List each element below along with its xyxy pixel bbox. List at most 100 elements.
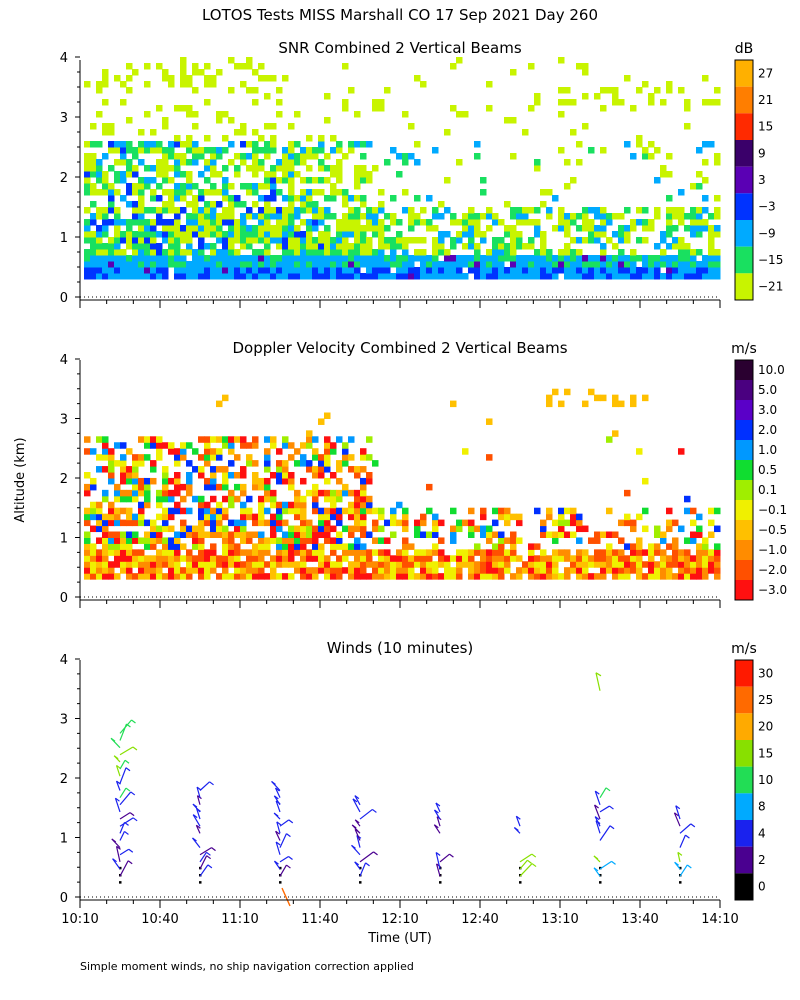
- snr-cell: [420, 207, 427, 214]
- snr-cell: [354, 237, 361, 244]
- snr-cell: [642, 81, 649, 88]
- colorbar-tick-label: 15: [758, 746, 773, 760]
- snr-cell: [150, 267, 157, 274]
- snr-cell: [570, 213, 577, 220]
- velocity-cell: [612, 561, 619, 568]
- velocity-cell: [240, 501, 247, 509]
- velocity-cell: [306, 537, 313, 544]
- velocity-cell: [582, 567, 589, 574]
- velocity-cell: [348, 531, 355, 538]
- snr-cell: [228, 231, 235, 238]
- velocity-cell: [204, 483, 211, 491]
- snr-cell: [126, 261, 133, 268]
- snr-cell: [654, 213, 661, 220]
- snr-cell: [570, 177, 577, 184]
- snr-cell: [144, 243, 151, 250]
- snr-cell: [114, 207, 121, 214]
- velocity-cell: [324, 477, 331, 485]
- wind-barb-flag: [273, 812, 279, 817]
- velocity-cell: [654, 549, 661, 556]
- snr-cell: [198, 231, 205, 238]
- snr-cell: [120, 231, 127, 238]
- velocity-cell: [390, 561, 397, 568]
- snr-cell: [192, 255, 199, 262]
- velocity-cell: [702, 573, 709, 580]
- velocity-cell: [618, 519, 625, 527]
- snr-cell: [372, 273, 379, 280]
- snr-cell: [90, 255, 97, 262]
- velocity-cell: [120, 489, 127, 497]
- snr-cell: [234, 63, 241, 70]
- colorbar-tick-label: 10.0: [758, 363, 785, 377]
- snr-cell: [210, 153, 217, 160]
- snr-cell: [714, 159, 721, 166]
- snr-cell: [672, 261, 679, 268]
- snr-cell: [438, 267, 445, 274]
- snr-cell: [312, 153, 319, 160]
- velocity-cell: [708, 549, 715, 556]
- snr-cell: [660, 171, 667, 178]
- snr-cell: [360, 273, 367, 280]
- snr-cell: [222, 111, 229, 118]
- snr-cell: [324, 213, 331, 220]
- snr-cell: [264, 147, 271, 154]
- snr-cell: [180, 261, 187, 268]
- velocity-cell: [534, 555, 541, 562]
- snr-cell: [414, 219, 421, 226]
- velocity-cell: [672, 561, 679, 568]
- snr-cell: [204, 261, 211, 268]
- snr-cell: [174, 189, 181, 196]
- snr-cell: [702, 99, 709, 106]
- snr-cell: [174, 213, 181, 220]
- snr-cell: [468, 231, 475, 238]
- velocity-cell: [360, 454, 367, 461]
- velocity-cell: [636, 448, 643, 455]
- snr-cell: [294, 249, 301, 256]
- wind-barb-flag: [354, 795, 360, 800]
- velocity-cell: [366, 561, 373, 568]
- snr-cell: [606, 255, 613, 262]
- snr-cell: [186, 141, 193, 148]
- velocity-cell: [702, 567, 709, 574]
- snr-cell: [360, 255, 367, 262]
- snr-cell: [246, 183, 253, 190]
- snr-cell: [612, 267, 619, 274]
- velocity-cell: [174, 567, 181, 574]
- velocity-cell: [312, 543, 319, 550]
- velocity-cell: [300, 543, 307, 550]
- velocity-cell: [450, 525, 457, 533]
- velocity-cell: [330, 489, 337, 497]
- snr-cell: [504, 255, 511, 262]
- snr-cell: [378, 273, 385, 280]
- velocity-cell: [546, 561, 553, 568]
- snr-cell: [120, 195, 127, 202]
- velocity-cell: [630, 555, 637, 562]
- wind-barb: [679, 823, 692, 834]
- snr-cell: [210, 213, 217, 220]
- velocity-cell: [642, 507, 649, 515]
- snr-cell: [192, 273, 199, 280]
- velocity-cell: [414, 531, 421, 538]
- snr-cell: [534, 267, 541, 274]
- snr-cell: [402, 267, 409, 274]
- wind-barb-flag: [271, 780, 276, 785]
- velocity-cell: [360, 519, 367, 527]
- velocity-cell: [294, 525, 301, 533]
- snr-cell: [288, 267, 295, 274]
- snr-cell: [702, 225, 709, 232]
- snr-cell: [276, 243, 283, 250]
- velocity-cell: [132, 454, 139, 461]
- velocity-cell: [186, 555, 193, 562]
- velocity-cell: [90, 483, 97, 491]
- snr-cell: [228, 117, 235, 124]
- snr-cell: [384, 273, 391, 280]
- snr-cell: [186, 135, 193, 142]
- snr-cell: [186, 159, 193, 166]
- velocity-cell: [264, 460, 271, 467]
- snr-cell: [216, 69, 223, 76]
- velocity-cell: [198, 495, 205, 503]
- velocity-cell: [276, 460, 283, 467]
- snr-cell: [276, 111, 283, 118]
- snr-cell: [690, 183, 697, 190]
- velocity-cell: [270, 442, 277, 449]
